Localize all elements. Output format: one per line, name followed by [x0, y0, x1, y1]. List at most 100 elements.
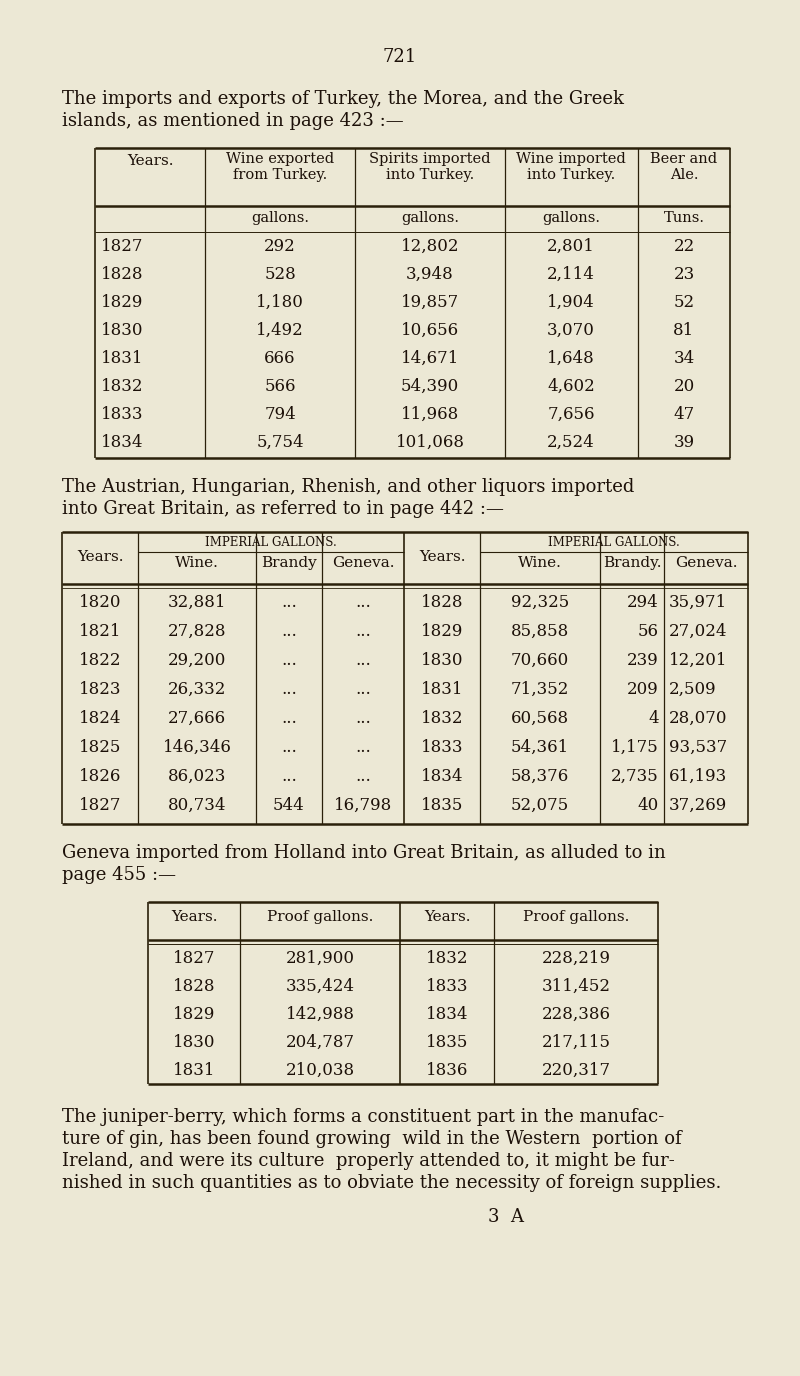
- Text: 528: 528: [264, 266, 296, 283]
- Text: 1834: 1834: [426, 1006, 468, 1022]
- Text: 1830: 1830: [421, 652, 463, 669]
- Text: 1835: 1835: [421, 797, 463, 815]
- Text: 1834: 1834: [421, 768, 463, 784]
- Text: 1,904: 1,904: [547, 294, 595, 311]
- Text: 1823: 1823: [78, 681, 122, 698]
- Text: 16,798: 16,798: [334, 797, 392, 815]
- Text: ...: ...: [355, 681, 371, 698]
- Text: 20: 20: [674, 378, 694, 395]
- Text: 11,968: 11,968: [401, 406, 459, 422]
- Text: 93,537: 93,537: [669, 739, 727, 755]
- Text: Years.: Years.: [170, 910, 218, 925]
- Text: Ireland, and were its culture  properly attended to, it might be fur-: Ireland, and were its culture properly a…: [62, 1152, 674, 1170]
- Text: 1826: 1826: [79, 768, 121, 784]
- Text: 1820: 1820: [78, 594, 122, 611]
- Text: 335,424: 335,424: [286, 978, 354, 995]
- Text: 27,666: 27,666: [168, 710, 226, 727]
- Text: 27,828: 27,828: [168, 623, 226, 640]
- Text: Beer and
Ale.: Beer and Ale.: [650, 151, 718, 182]
- Text: 85,858: 85,858: [511, 623, 569, 640]
- Text: 2,509: 2,509: [669, 681, 717, 698]
- Text: 1833: 1833: [101, 406, 143, 422]
- Text: 1829: 1829: [173, 1006, 215, 1022]
- Text: Years.: Years.: [424, 910, 470, 925]
- Text: 204,787: 204,787: [286, 1033, 354, 1051]
- Text: The juniper-berry, which forms a constituent part in the manufac-: The juniper-berry, which forms a constit…: [62, 1108, 664, 1126]
- Text: 81: 81: [674, 322, 694, 338]
- Text: ...: ...: [281, 710, 297, 727]
- Text: 12,802: 12,802: [401, 238, 459, 255]
- Text: ...: ...: [281, 623, 297, 640]
- Text: 12,201: 12,201: [669, 652, 727, 669]
- Text: 2,801: 2,801: [547, 238, 595, 255]
- Text: 1828: 1828: [101, 266, 143, 283]
- Text: 32,881: 32,881: [168, 594, 226, 611]
- Text: 7,656: 7,656: [547, 406, 594, 422]
- Text: ...: ...: [355, 623, 371, 640]
- Text: 146,346: 146,346: [162, 739, 231, 755]
- Text: page 455 :—: page 455 :—: [62, 866, 176, 883]
- Text: Brandy.: Brandy.: [602, 556, 662, 570]
- Text: 311,452: 311,452: [542, 978, 610, 995]
- Text: ...: ...: [355, 768, 371, 784]
- Text: 2,524: 2,524: [547, 433, 595, 451]
- Text: 1834: 1834: [101, 433, 143, 451]
- Text: 14,671: 14,671: [401, 350, 459, 367]
- Text: 2,114: 2,114: [547, 266, 595, 283]
- Text: The imports and exports of Turkey, the Morea, and the Greek: The imports and exports of Turkey, the M…: [62, 89, 624, 107]
- Text: 92,325: 92,325: [511, 594, 569, 611]
- Text: 220,317: 220,317: [542, 1062, 610, 1079]
- Text: 1821: 1821: [78, 623, 122, 640]
- Text: 210,038: 210,038: [286, 1062, 354, 1079]
- Text: Proof gallons.: Proof gallons.: [267, 910, 373, 925]
- Text: Geneva imported from Holland into Great Britain, as alluded to in: Geneva imported from Holland into Great …: [62, 843, 666, 861]
- Text: ...: ...: [355, 739, 371, 755]
- Text: Tuns.: Tuns.: [663, 211, 705, 226]
- Text: Geneva.: Geneva.: [674, 556, 738, 570]
- Text: 294: 294: [627, 594, 659, 611]
- Text: Wine imported
into Turkey.: Wine imported into Turkey.: [516, 151, 626, 182]
- Text: Wine.: Wine.: [175, 556, 219, 570]
- Text: ...: ...: [355, 652, 371, 669]
- Text: 1831: 1831: [421, 681, 463, 698]
- Text: 71,352: 71,352: [511, 681, 569, 698]
- Text: Geneva.: Geneva.: [332, 556, 394, 570]
- Text: ...: ...: [281, 768, 297, 784]
- Text: 1830: 1830: [173, 1033, 215, 1051]
- Text: 54,390: 54,390: [401, 378, 459, 395]
- Text: 86,023: 86,023: [168, 768, 226, 784]
- Text: 1829: 1829: [101, 294, 143, 311]
- Text: 544: 544: [273, 797, 305, 815]
- Text: 1835: 1835: [426, 1033, 468, 1051]
- Text: 1827: 1827: [78, 797, 122, 815]
- Text: nished in such quantities as to obviate the necessity of foreign supplies.: nished in such quantities as to obviate …: [62, 1174, 722, 1192]
- Text: ...: ...: [281, 652, 297, 669]
- Text: 281,900: 281,900: [286, 949, 354, 967]
- Text: Brandy: Brandy: [261, 556, 317, 570]
- Text: 1827: 1827: [173, 949, 215, 967]
- Text: 794: 794: [264, 406, 296, 422]
- Text: 2,735: 2,735: [611, 768, 659, 784]
- Text: 26,332: 26,332: [168, 681, 226, 698]
- Text: 58,376: 58,376: [511, 768, 569, 784]
- Text: 1822: 1822: [78, 652, 122, 669]
- Text: 4: 4: [648, 710, 659, 727]
- Text: 1,492: 1,492: [256, 322, 304, 338]
- Text: 209: 209: [627, 681, 659, 698]
- Text: 29,200: 29,200: [168, 652, 226, 669]
- Text: 217,115: 217,115: [542, 1033, 610, 1051]
- Text: 39: 39: [674, 433, 694, 451]
- Text: 5,754: 5,754: [256, 433, 304, 451]
- Text: 101,068: 101,068: [395, 433, 465, 451]
- Text: ...: ...: [355, 710, 371, 727]
- Text: 1829: 1829: [421, 623, 463, 640]
- Text: 61,193: 61,193: [669, 768, 727, 784]
- Text: Wine.: Wine.: [518, 556, 562, 570]
- Text: Years.: Years.: [77, 550, 123, 564]
- Text: 80,734: 80,734: [168, 797, 226, 815]
- Text: gallons.: gallons.: [542, 211, 600, 226]
- Text: 56: 56: [638, 623, 659, 640]
- Text: 1832: 1832: [421, 710, 463, 727]
- Text: ...: ...: [281, 594, 297, 611]
- Text: 35,971: 35,971: [669, 594, 727, 611]
